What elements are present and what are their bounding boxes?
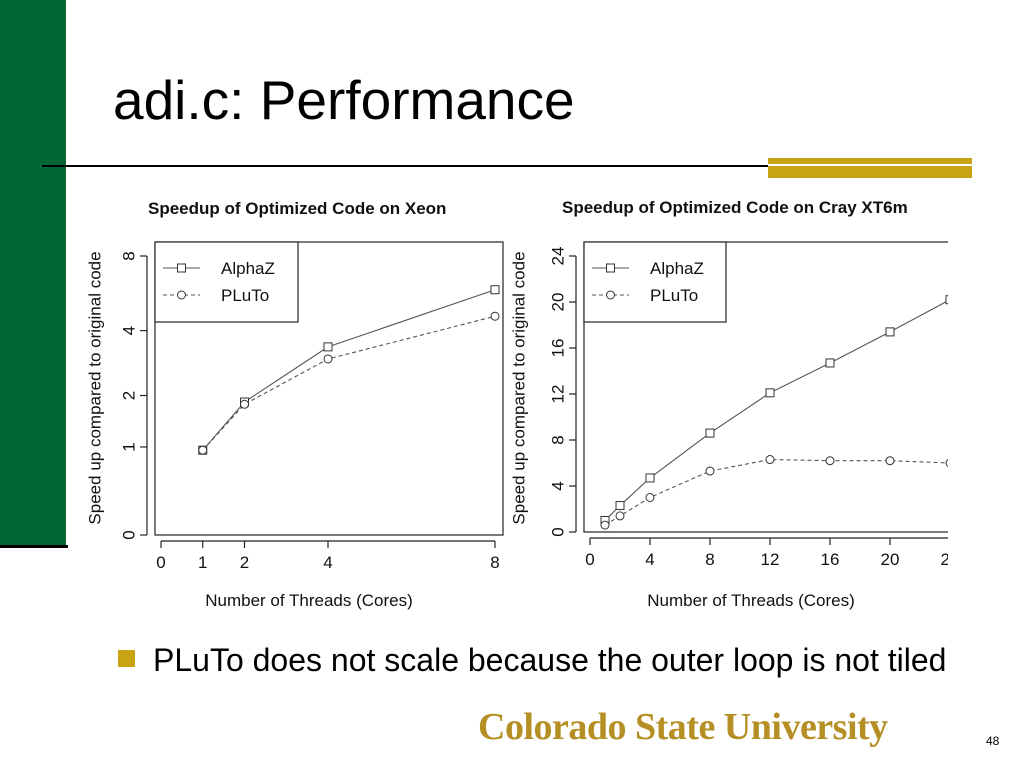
chart-2-x-tick-label: 24 bbox=[941, 550, 948, 569]
chart-1-plot-frame bbox=[154, 241, 504, 536]
chart-2-legend-marker-1 bbox=[606, 263, 615, 273]
chart-2-x-tick-label: 0 bbox=[585, 550, 594, 569]
chart-2-series-1-point bbox=[825, 358, 835, 368]
chart-1-y-tick-label: 0 bbox=[120, 530, 139, 539]
chart-2-series-2-point bbox=[885, 456, 895, 466]
chart-1-y-tick-label: 4 bbox=[120, 326, 139, 335]
chart-2-x-tick-label: 16 bbox=[821, 550, 840, 569]
chart-2-y-tick-label: 0 bbox=[549, 527, 568, 536]
chart-1-legend-label-1: AlphaZ bbox=[221, 259, 275, 278]
chart-2-series-1-line bbox=[604, 300, 948, 521]
chart-figure: Speedup of Optimized Code on Xeon 0 1 2 4 8 0 1… bbox=[78, 185, 948, 620]
chart-1-y-axis-label: Speed up compared to original code bbox=[86, 251, 105, 524]
chart-2-y-tick-label: 4 bbox=[549, 481, 568, 490]
chart-2-series-1-point bbox=[615, 501, 625, 511]
chart-1-y-tick-label: 1 bbox=[120, 442, 139, 451]
chart-2-series-2-point bbox=[825, 456, 835, 466]
chart-2-legend-label-2: PLuTo bbox=[650, 286, 698, 305]
chart-2-plot-frame bbox=[583, 241, 948, 533]
chart-2-y-tick-label: 12 bbox=[549, 385, 568, 404]
chart-1-legend-label-2: PLuTo bbox=[221, 286, 269, 305]
chart-2-legend-box bbox=[583, 241, 727, 323]
chart-1-series-2-line bbox=[202, 315, 496, 451]
chart-2-y-tick-label: 20 bbox=[549, 293, 568, 312]
gold-accent-bar bbox=[768, 158, 972, 178]
csu-logo: Colorado State University bbox=[478, 706, 888, 748]
bullet-square-icon bbox=[118, 650, 135, 667]
chart-2-series-2-line bbox=[604, 458, 948, 526]
chart-2-series-1-point bbox=[645, 473, 655, 483]
chart-2-series-2-point bbox=[645, 493, 655, 502]
chart-1-title: Speedup of Optimized Code on Xeon bbox=[148, 199, 446, 218]
chart-2-y-tick-label: 16 bbox=[549, 339, 568, 358]
chart-2-legend-label-1: AlphaZ bbox=[650, 259, 704, 278]
slide-title: adi.c: Performance bbox=[113, 69, 575, 131]
chart-2-series-2-point bbox=[600, 520, 610, 530]
chart-1-legend-box bbox=[154, 241, 299, 323]
chart-2-x-tick-label: 4 bbox=[645, 550, 654, 569]
chart-2-x-axis-label: Number of Threads (Cores) bbox=[647, 591, 855, 610]
chart-1-x-tick-label: 4 bbox=[323, 553, 332, 572]
chart-2-series-1-point bbox=[705, 428, 715, 438]
title-divider bbox=[42, 165, 972, 167]
chart-2-y-axis-label: Speed up compared to original code bbox=[510, 251, 529, 524]
chart-1-x-tick-label: 8 bbox=[490, 553, 499, 572]
chart-1-series-1-point bbox=[490, 285, 500, 295]
chart-1-y-tick-label: 2 bbox=[120, 391, 139, 400]
chart-1-x-tick-label: 2 bbox=[240, 553, 249, 572]
left-accent-bar bbox=[0, 0, 66, 545]
chart-1-series-2-point bbox=[323, 354, 333, 364]
chart-2-series-2-point bbox=[615, 511, 625, 521]
chart-1-y-tick-label: 8 bbox=[120, 251, 139, 260]
chart-2-series-2-point bbox=[945, 458, 948, 468]
chart-1-series-2-point bbox=[240, 399, 249, 409]
chart-2-y-tick-label: 24 bbox=[549, 247, 568, 266]
chart-2-series-1-point bbox=[765, 388, 775, 398]
chart-1-x-axis-label: Number of Threads (Cores) bbox=[205, 591, 413, 610]
chart-2-series-2-point bbox=[705, 466, 715, 476]
chart-1-series-2-point bbox=[490, 311, 500, 321]
bullet-text: PLuTo does not scale because the outer l… bbox=[153, 642, 947, 678]
chart-2-series-1-point bbox=[885, 327, 895, 337]
left-accent-underline bbox=[0, 545, 68, 548]
chart-2-x-tick-label: 12 bbox=[761, 550, 780, 569]
chart-2-legend-marker-2 bbox=[606, 290, 615, 300]
chart-2-y-tick-label: 8 bbox=[549, 435, 568, 444]
chart-1-x-tick-label: 0 bbox=[156, 553, 165, 572]
chart-2-series-2-point bbox=[765, 455, 775, 465]
chart-1-series-2-point bbox=[198, 445, 208, 455]
chart-2-x-tick-label: 20 bbox=[881, 550, 900, 569]
chart-1-series-1-line bbox=[202, 289, 496, 451]
chart-1-x-tick-label: 1 bbox=[198, 553, 207, 572]
chart-1-series-1-point bbox=[323, 342, 333, 352]
chart-2-series-1-point bbox=[945, 295, 948, 305]
chart-1-legend-marker-1 bbox=[177, 263, 186, 273]
page-number: 48 bbox=[986, 734, 1000, 748]
chart-2-title: Speedup of Optimized Code on Cray XT6m bbox=[562, 198, 908, 217]
chart-1-legend-marker-2 bbox=[177, 290, 186, 300]
chart-2-x-tick-label: 8 bbox=[705, 550, 714, 569]
